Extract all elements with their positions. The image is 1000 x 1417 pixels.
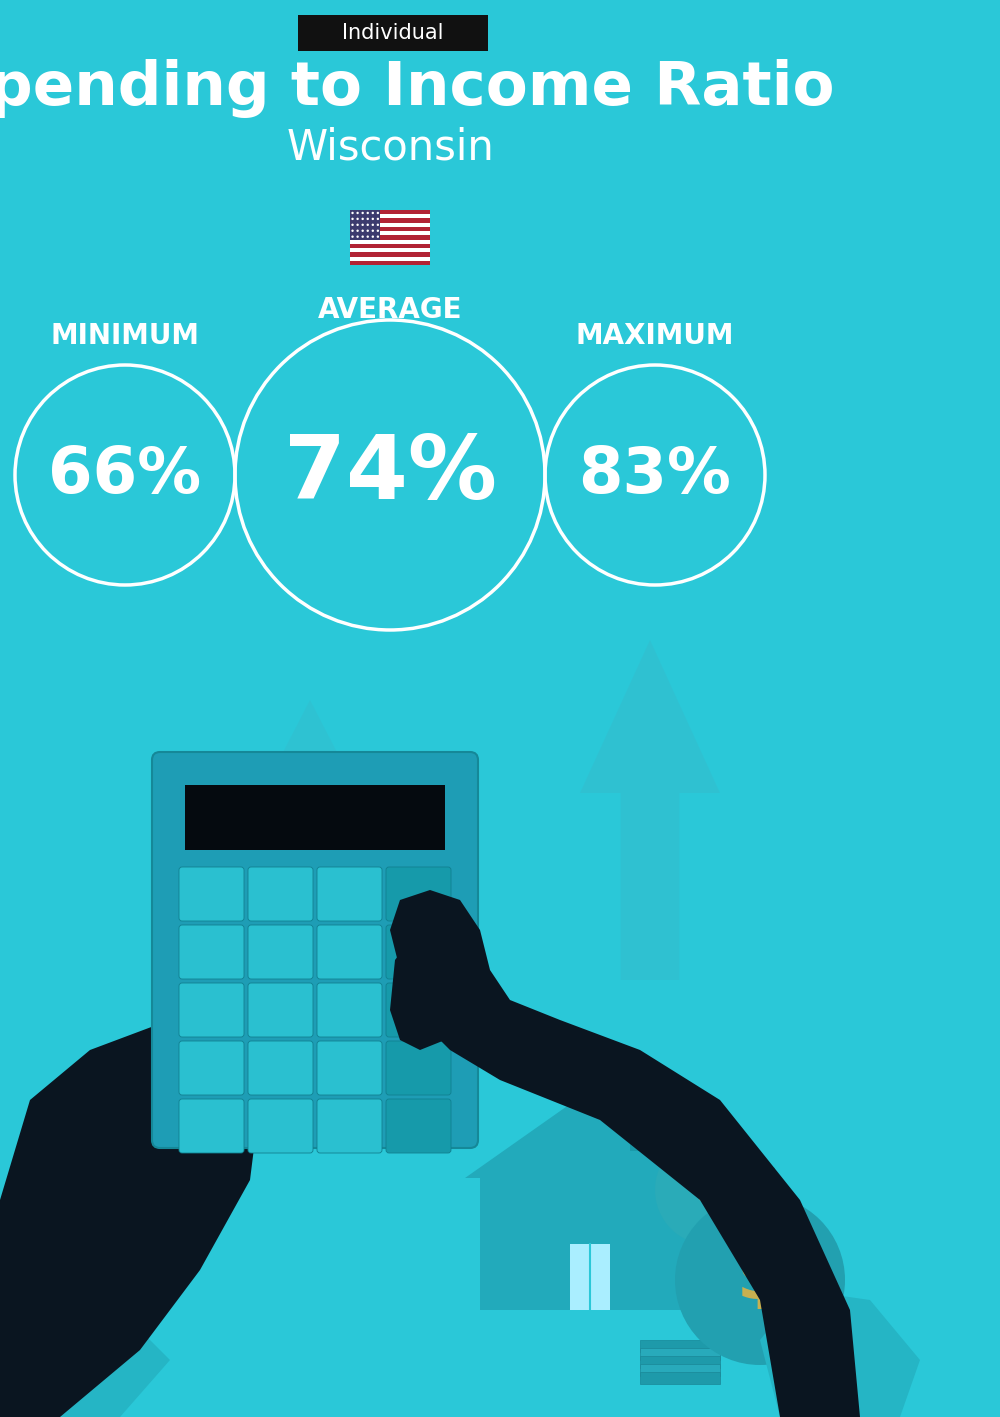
FancyBboxPatch shape [350, 227, 430, 231]
Circle shape [367, 235, 369, 238]
FancyBboxPatch shape [386, 1041, 451, 1095]
Circle shape [367, 224, 369, 225]
Circle shape [377, 224, 379, 225]
FancyBboxPatch shape [350, 261, 430, 265]
FancyBboxPatch shape [386, 983, 451, 1037]
Circle shape [356, 224, 359, 225]
Polygon shape [465, 1090, 715, 1178]
FancyBboxPatch shape [179, 1100, 244, 1153]
FancyBboxPatch shape [350, 231, 430, 235]
Circle shape [351, 235, 354, 238]
Polygon shape [480, 1178, 700, 1309]
Circle shape [351, 224, 354, 225]
FancyBboxPatch shape [350, 235, 430, 239]
FancyBboxPatch shape [386, 867, 451, 921]
FancyBboxPatch shape [317, 983, 382, 1037]
Circle shape [367, 218, 369, 220]
FancyBboxPatch shape [350, 248, 430, 252]
Circle shape [356, 211, 359, 214]
FancyBboxPatch shape [350, 214, 430, 218]
Text: 66%: 66% [48, 444, 202, 506]
Circle shape [351, 230, 354, 232]
FancyBboxPatch shape [248, 867, 313, 921]
Text: MINIMUM: MINIMUM [50, 322, 200, 350]
Polygon shape [580, 640, 720, 981]
Circle shape [655, 1135, 765, 1246]
FancyBboxPatch shape [248, 925, 313, 979]
FancyBboxPatch shape [640, 1348, 720, 1360]
Circle shape [367, 211, 369, 214]
FancyBboxPatch shape [179, 983, 244, 1037]
FancyBboxPatch shape [179, 1041, 244, 1095]
FancyBboxPatch shape [350, 256, 430, 261]
FancyBboxPatch shape [317, 925, 382, 979]
FancyBboxPatch shape [350, 222, 430, 227]
Circle shape [361, 211, 364, 214]
Circle shape [372, 211, 374, 214]
Circle shape [367, 230, 369, 232]
Circle shape [377, 211, 379, 214]
Circle shape [377, 230, 379, 232]
FancyBboxPatch shape [298, 16, 488, 51]
Circle shape [361, 224, 364, 225]
Text: Individual: Individual [342, 23, 444, 43]
FancyBboxPatch shape [248, 983, 313, 1037]
FancyBboxPatch shape [350, 252, 430, 256]
FancyBboxPatch shape [640, 1356, 720, 1367]
Text: $: $ [737, 1247, 783, 1314]
FancyBboxPatch shape [179, 925, 244, 979]
Polygon shape [760, 1289, 920, 1417]
FancyBboxPatch shape [640, 1365, 720, 1376]
Text: $: $ [696, 1169, 724, 1212]
Text: AVERAGE: AVERAGE [318, 296, 462, 324]
FancyBboxPatch shape [152, 752, 478, 1148]
FancyBboxPatch shape [350, 210, 430, 214]
Circle shape [377, 235, 379, 238]
Polygon shape [0, 880, 320, 1417]
FancyBboxPatch shape [630, 1104, 647, 1151]
Polygon shape [390, 939, 455, 1050]
FancyBboxPatch shape [350, 239, 430, 244]
Circle shape [377, 218, 379, 220]
Circle shape [675, 1195, 845, 1365]
FancyBboxPatch shape [700, 1118, 720, 1135]
Circle shape [356, 230, 359, 232]
Circle shape [356, 218, 359, 220]
FancyBboxPatch shape [386, 1100, 451, 1153]
FancyBboxPatch shape [570, 1244, 610, 1309]
Circle shape [361, 235, 364, 238]
Polygon shape [390, 890, 860, 1417]
FancyBboxPatch shape [640, 1340, 720, 1352]
Circle shape [372, 230, 374, 232]
FancyBboxPatch shape [317, 1041, 382, 1095]
FancyBboxPatch shape [185, 785, 445, 850]
FancyBboxPatch shape [350, 218, 430, 222]
FancyBboxPatch shape [317, 867, 382, 921]
Text: 74%: 74% [284, 432, 496, 519]
Circle shape [361, 230, 364, 232]
Circle shape [351, 211, 354, 214]
Polygon shape [0, 1280, 170, 1417]
Circle shape [361, 218, 364, 220]
Text: Spending to Income Ratio: Spending to Income Ratio [0, 58, 835, 118]
FancyBboxPatch shape [640, 1372, 720, 1384]
FancyBboxPatch shape [745, 1168, 775, 1195]
Circle shape [372, 224, 374, 225]
FancyBboxPatch shape [248, 1100, 313, 1153]
Circle shape [372, 218, 374, 220]
FancyBboxPatch shape [350, 210, 380, 239]
Text: 83%: 83% [579, 444, 731, 506]
Circle shape [356, 235, 359, 238]
FancyBboxPatch shape [248, 1041, 313, 1095]
Text: MAXIMUM: MAXIMUM [576, 322, 734, 350]
FancyBboxPatch shape [317, 1100, 382, 1153]
Text: Wisconsin: Wisconsin [286, 128, 494, 169]
FancyBboxPatch shape [179, 867, 244, 921]
FancyBboxPatch shape [386, 925, 451, 979]
Circle shape [372, 235, 374, 238]
FancyBboxPatch shape [350, 244, 430, 248]
Polygon shape [245, 700, 375, 981]
Circle shape [351, 218, 354, 220]
